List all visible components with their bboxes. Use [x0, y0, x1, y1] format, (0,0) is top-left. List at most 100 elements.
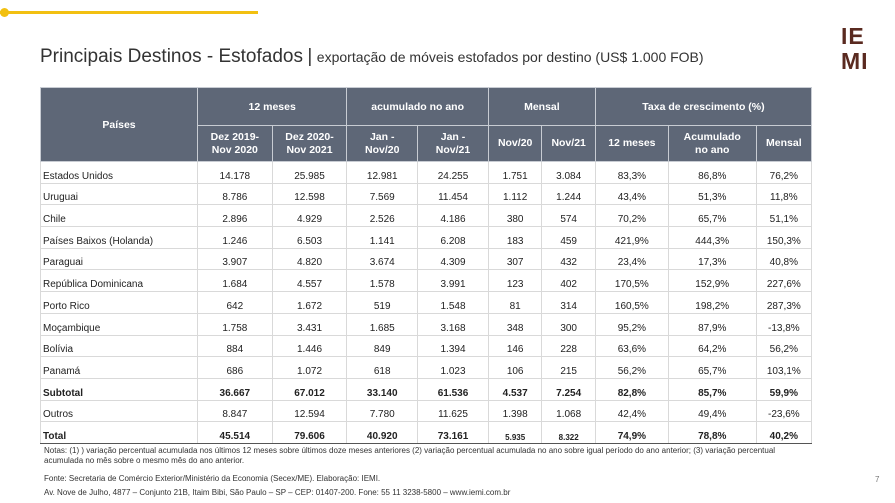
value-cell: 150,3%: [755, 226, 813, 249]
value-cell: 348: [487, 312, 543, 336]
value-cell: 146: [487, 334, 543, 358]
value-cell: 183: [487, 226, 543, 249]
value-cell: 82,8%: [594, 377, 669, 401]
value-cell: 42,4%: [594, 399, 669, 423]
column-header: Nov/20: [487, 125, 543, 162]
value-cell: 4.186: [417, 204, 489, 228]
value-cell: 40,8%: [755, 247, 813, 271]
slide-title: Principais Destinos - Estofados | export…: [40, 46, 704, 68]
value-cell: 83,3%: [594, 161, 669, 184]
value-cell: 7.569: [346, 182, 419, 206]
title-main: Principais Destinos - Estofados: [40, 46, 303, 67]
table-row: Estados Unidos 14.178 25.985 12.981 24.255 1.…: [40, 161, 813, 184]
source-text: Fonte: Secretaria de Comércio Exterior/M…: [44, 474, 381, 483]
value-cell: 444,3%: [667, 226, 757, 249]
value-cell: 1.141: [346, 226, 419, 249]
table-row: Uruguai 8.786 12.598 7.569 11.454 1.112 1.244 4…: [40, 182, 813, 206]
table-body: Estados Unidos 14.178 25.985 12.981 24.255 1.…: [40, 161, 813, 444]
iemi-logo: IE MI: [841, 24, 881, 78]
value-cell: 3.084: [541, 161, 596, 184]
value-cell: 56,2%: [594, 356, 669, 379]
value-cell: 7.254: [541, 377, 596, 401]
value-cell: 51,3%: [667, 182, 757, 206]
value-cell: 4.557: [271, 269, 348, 293]
value-cell: 43,4%: [594, 182, 669, 206]
value-cell: 1.398: [487, 399, 543, 423]
value-cell: 95,2%: [594, 312, 669, 336]
value-cell: 1.684: [197, 269, 273, 293]
country-cell: Bolívia: [40, 334, 198, 358]
table-row: Panamá 686 1.072 618 1.023 106 215 56,2% 65,7% 10…: [40, 356, 813, 379]
value-cell: 2.896: [197, 204, 273, 228]
country-cell: Uruguai: [40, 182, 198, 206]
column-header: Mensal: [755, 125, 813, 162]
value-cell: 25.985: [271, 161, 348, 184]
value-cell: 6.208: [417, 226, 489, 249]
value-cell: 65,7%: [667, 356, 757, 379]
country-cell: Paraguai: [40, 247, 198, 271]
table-row: Bolívia 884 1.446 849 1.394 146 228 63,6% 64,2% 5…: [40, 334, 813, 358]
header-row-columns: Dez 2019- Nov 2020 Dez 2020- Nov 2021 Jan …: [41, 125, 813, 162]
value-cell: 1.548: [417, 291, 489, 314]
value-cell: 3.168: [417, 312, 489, 336]
value-cell: 45.514: [197, 421, 273, 444]
value-cell: 1.578: [346, 269, 419, 293]
value-cell: 642: [197, 291, 273, 314]
table-row: Porto Rico 642 1.672 519 1.548 81 314 160,5% 198…: [40, 291, 813, 314]
table-row: República Dominicana 1.684 4.557 1.578 3.991…: [40, 269, 813, 293]
value-cell: 4.929: [271, 204, 348, 228]
value-cell: 51,1%: [755, 204, 813, 228]
value-cell: 3.431: [271, 312, 348, 336]
column-header: Acumulado no ano: [667, 125, 757, 162]
title-subtitle: exportação de móveis estofados por desti…: [316, 49, 704, 65]
value-cell: 3.907: [197, 247, 273, 271]
table-row: Paraguai 3.907 4.820 3.674 4.309 307 432 23,4% 1…: [40, 247, 813, 271]
value-cell: 33.140: [346, 377, 419, 401]
value-cell: 227,6%: [755, 269, 813, 293]
header-row-groups: Países 12 meses acumulado no ano Mensal …: [40, 87, 813, 162]
value-cell: -13,8%: [755, 312, 813, 336]
title-separator: |: [307, 46, 313, 67]
column-header: Nov/21: [541, 125, 596, 162]
value-cell: 123: [487, 269, 543, 293]
value-cell: 170,5%: [594, 269, 669, 293]
value-cell: 11.625: [417, 399, 489, 423]
column-header: Jan - Nov/21: [417, 125, 489, 162]
subtotal-row: Subtotal 36.667 67.012 33.140 61.536 4.537 7.2…: [40, 377, 813, 401]
value-cell: 1.068: [541, 399, 596, 423]
value-cell: 884: [197, 334, 273, 358]
destinations-table: Países 12 meses acumulado no ano Mensal …: [40, 87, 813, 444]
header-monthly: Mensal: [487, 87, 596, 126]
country-cell: Total: [40, 421, 198, 444]
accent-bar: [0, 11, 258, 14]
table-row: Moçambique 1.758 3.431 1.685 3.168 348 300 95,2…: [40, 312, 813, 336]
country-cell: Moçambique: [40, 312, 198, 336]
value-cell: 2.526: [346, 204, 419, 228]
header-12-months: 12 meses: [196, 87, 348, 126]
value-cell: 432: [541, 247, 596, 271]
value-cell: 65,7%: [667, 204, 757, 228]
value-cell: 1.672: [271, 291, 348, 314]
country-cell: Chile: [40, 204, 198, 228]
value-cell: 3.674: [346, 247, 419, 271]
value-cell: 3.991: [417, 269, 489, 293]
value-cell: 1.751: [487, 161, 543, 184]
value-cell: 24.255: [417, 161, 489, 184]
value-cell: 1.446: [271, 334, 348, 358]
value-cell: 12.598: [271, 182, 348, 206]
logo-line-1: IE: [841, 23, 865, 49]
country-cell: Outros: [40, 399, 198, 423]
value-cell: 1.023: [417, 356, 489, 379]
header-countries: Países: [40, 87, 198, 162]
value-cell: 79.606: [271, 421, 348, 444]
value-cell: 5.935: [487, 421, 543, 444]
value-cell: 380: [487, 204, 543, 228]
value-cell: 459: [541, 226, 596, 249]
value-cell: 574: [541, 204, 596, 228]
value-cell: 36.667: [197, 377, 273, 401]
column-header: Jan - Nov/20: [346, 125, 419, 162]
value-cell: 1.394: [417, 334, 489, 358]
value-cell: 59,9%: [755, 377, 813, 401]
country-cell: Panamá: [40, 356, 198, 379]
country-cell: Subtotal: [40, 377, 198, 401]
